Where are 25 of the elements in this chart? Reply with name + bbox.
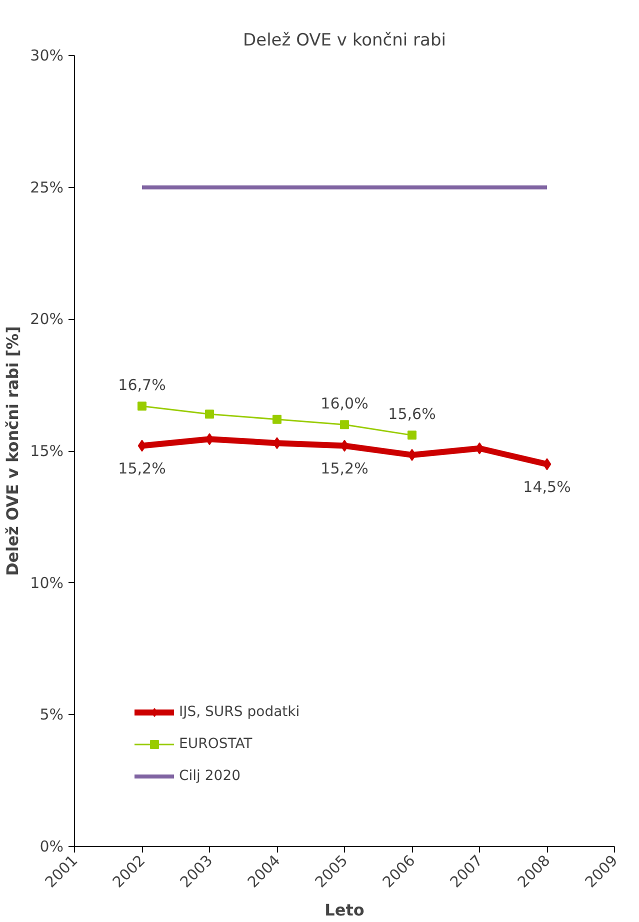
legend-label: EUROSTAT bbox=[179, 736, 252, 752]
point bbox=[340, 420, 349, 430]
point bbox=[205, 410, 214, 419]
y-tick-label: 25% bbox=[30, 178, 64, 196]
chart-title: Delež OVE v končni rabi bbox=[243, 30, 446, 50]
data-label: 14,5% bbox=[523, 478, 571, 496]
y-tick-label: 20% bbox=[30, 310, 64, 328]
x-axis-title: Leto bbox=[324, 900, 364, 920]
y-tick-label: 5% bbox=[40, 706, 64, 724]
y-tick-label: 10% bbox=[30, 574, 64, 592]
y-tick-label: 0% bbox=[40, 838, 64, 856]
data-label: 15,2% bbox=[320, 460, 368, 478]
data-label: 15,2% bbox=[118, 460, 166, 478]
data-label: 15,6% bbox=[388, 405, 436, 424]
legend-label: IJS, SURS podatki bbox=[179, 704, 300, 720]
data-label: 16,7% bbox=[118, 376, 166, 394]
point bbox=[408, 430, 416, 440]
y-tick-label: 15% bbox=[30, 442, 64, 460]
y-tick-label: 30% bbox=[30, 46, 64, 64]
point bbox=[542, 458, 552, 470]
point bbox=[138, 402, 146, 411]
legend-label: Cilj 2020 bbox=[179, 768, 241, 784]
y-axis-title: Delež OVE v končni rabi [%] bbox=[3, 326, 22, 576]
data-label: 16,0% bbox=[320, 394, 368, 413]
point bbox=[272, 414, 282, 424]
